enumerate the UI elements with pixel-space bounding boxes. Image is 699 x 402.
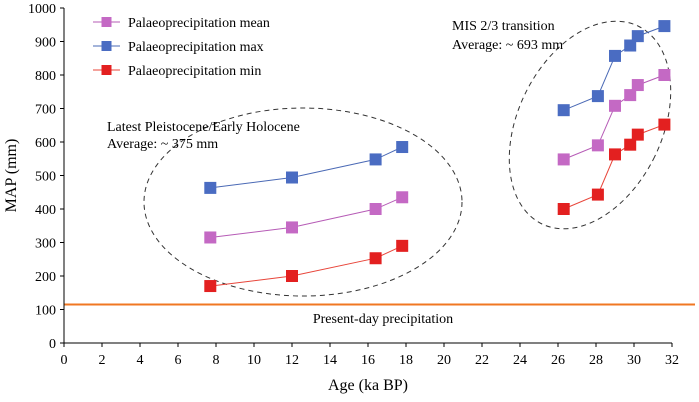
data-point-series-2 xyxy=(369,252,382,265)
y-tick-label: 900 xyxy=(35,36,56,51)
y-tick-label: 700 xyxy=(35,103,56,118)
x-tick-label: 16 xyxy=(361,353,375,368)
x-tick-label: 6 xyxy=(175,353,182,368)
data-point-series-0 xyxy=(557,153,570,166)
group-ellipse-holocene xyxy=(143,107,463,297)
data-point-series-0 xyxy=(286,221,298,234)
x-tick-label: 8 xyxy=(213,353,220,368)
y-tick-label: 300 xyxy=(35,237,56,252)
data-point-series-2 xyxy=(396,239,409,252)
x-tick-label: 18 xyxy=(399,353,413,368)
y-tick-label: 100 xyxy=(35,304,56,319)
annotation-average-0: Average: ~ 375 mm xyxy=(107,137,218,152)
data-point-series-2 xyxy=(591,188,604,201)
data-point-series-1 xyxy=(557,104,570,117)
legend-marker-0 xyxy=(101,17,112,27)
data-point-series-0 xyxy=(609,99,621,112)
annotation-average-1: Average: ~ 693 mm xyxy=(452,38,563,53)
data-point-series-1 xyxy=(658,20,671,33)
data-point-series-0 xyxy=(591,139,604,152)
x-tick-label: 12 xyxy=(285,353,299,368)
legend-label-0: Palaeoprecipitation mean xyxy=(128,16,270,31)
x-tick-label: 10 xyxy=(247,353,261,368)
x-axis-title: Age (ka BP) xyxy=(328,377,408,394)
data-point-series-2 xyxy=(624,138,637,151)
data-point-series-0 xyxy=(631,79,644,92)
y-tick-label: 500 xyxy=(35,170,56,185)
data-point-series-0 xyxy=(204,231,217,244)
y-tick-label: 200 xyxy=(35,270,56,285)
group-ellipse-mis xyxy=(508,20,672,230)
x-tick-label: 0 xyxy=(61,353,68,368)
legend-marker-1 xyxy=(101,41,112,51)
annotation-title-0: Latest Pleistocene/Early Holocene xyxy=(107,120,300,135)
legend-label-1: Palaeoprecipitation max xyxy=(128,40,264,55)
y-tick-label: 800 xyxy=(35,69,56,84)
data-point-series-0 xyxy=(658,69,671,81)
y-tick-label: 400 xyxy=(35,203,56,218)
data-point-series-2 xyxy=(609,148,621,161)
legend-label-2: Palaeoprecipitation min xyxy=(128,64,261,79)
x-tick-label: 28 xyxy=(589,353,603,368)
y-tick-label: 0 xyxy=(49,337,56,352)
series-line-1 xyxy=(563,25,665,111)
legend-marker-2 xyxy=(101,65,112,75)
data-point-series-2 xyxy=(658,118,671,131)
x-tick-label: 26 xyxy=(551,353,565,368)
y-tick-label: 1000 xyxy=(28,2,56,17)
data-point-series-2 xyxy=(557,203,570,215)
data-point-series-1 xyxy=(286,171,298,184)
data-point-series-0 xyxy=(369,203,382,215)
series-line-0 xyxy=(210,196,403,238)
y-axis-title: MAP (mm) xyxy=(3,139,20,213)
data-point-series-0 xyxy=(396,191,409,204)
x-tick-label: 2 xyxy=(99,353,106,368)
data-point-series-2 xyxy=(286,270,298,282)
x-tick-label: 30 xyxy=(627,353,641,368)
data-point-series-0 xyxy=(624,89,637,102)
data-point-series-1 xyxy=(591,90,604,103)
x-tick-label: 20 xyxy=(437,353,451,368)
x-tick-label: 32 xyxy=(665,353,679,368)
x-tick-label: 4 xyxy=(137,353,144,368)
data-point-series-1 xyxy=(631,30,644,43)
data-point-series-1 xyxy=(609,49,621,62)
x-tick-label: 22 xyxy=(475,353,489,368)
series-line-1 xyxy=(210,146,403,189)
y-tick-label: 600 xyxy=(35,136,56,151)
data-point-series-2 xyxy=(204,280,217,293)
data-point-series-1 xyxy=(396,141,409,154)
data-point-series-1 xyxy=(624,39,637,52)
x-tick-label: 14 xyxy=(323,353,337,368)
series-line-2 xyxy=(210,245,403,287)
annotation-title-1: MIS 2/3 transition xyxy=(452,19,555,34)
data-point-series-2 xyxy=(631,128,644,141)
data-point-series-1 xyxy=(369,153,382,166)
x-tick-label: 24 xyxy=(513,353,527,368)
data-point-series-1 xyxy=(204,181,217,194)
series-line-0 xyxy=(563,74,665,160)
reference-line-label: Present-day precipitation xyxy=(313,312,453,327)
